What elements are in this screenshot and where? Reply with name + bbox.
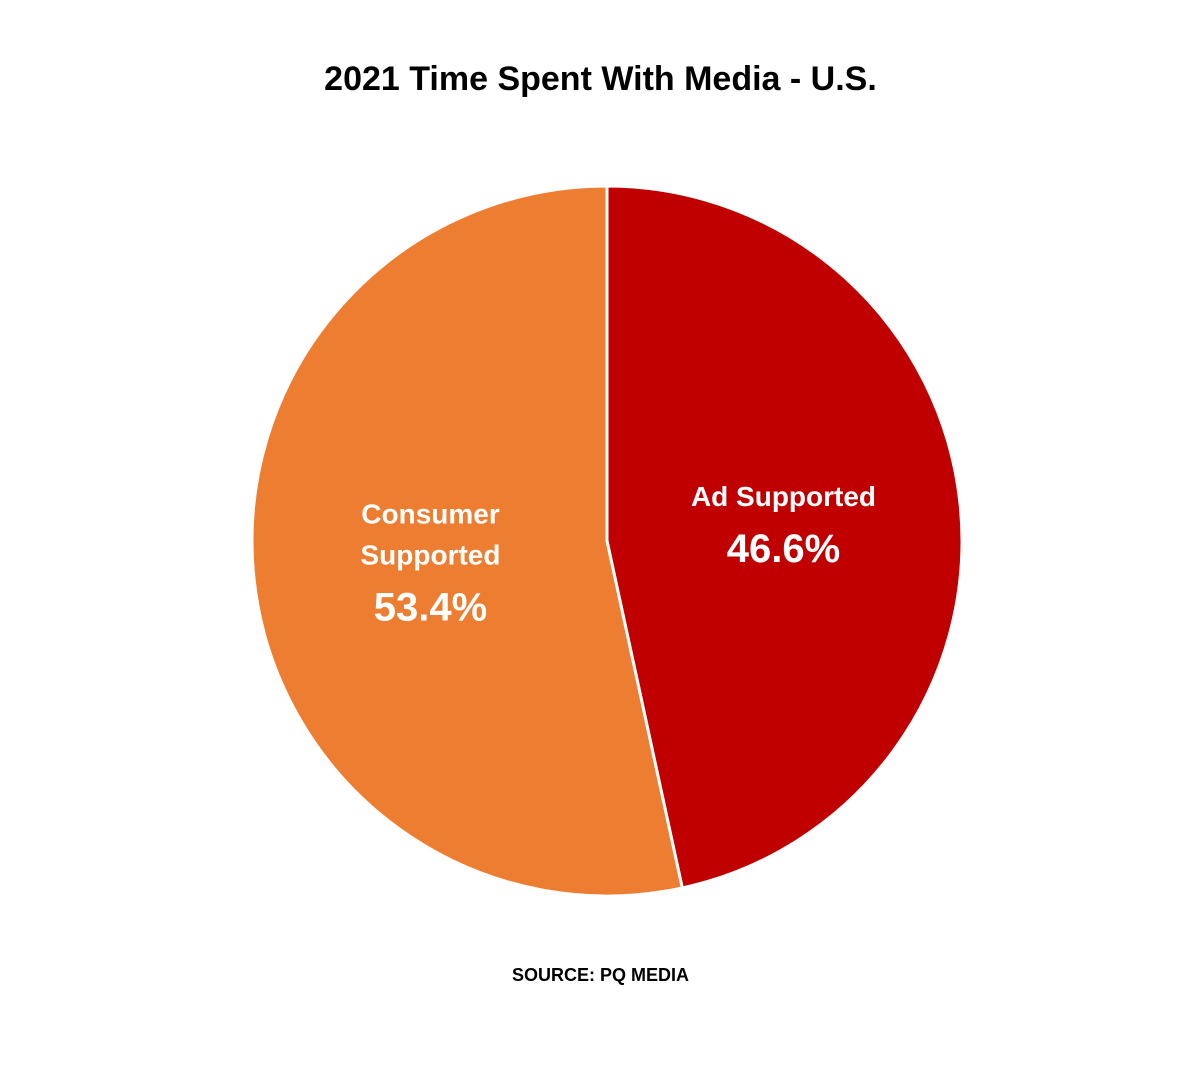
pie-slice-1 — [250, 184, 684, 898]
slice-label-1-line-1: Supported — [361, 539, 501, 570]
chart-title: 2021 Time Spent With Media - U.S. — [324, 60, 877, 98]
slice-label-0-line-0: Ad Supported — [691, 481, 876, 512]
slice-label-1-line-0: Consumer — [361, 498, 500, 529]
pie-labels: Ad Supported 46.6% Consumer Supported 53.4% — [361, 481, 877, 629]
pie-slices — [250, 184, 964, 898]
slice-value-label-1: 53.4% — [374, 585, 487, 629]
chart-source: SOURCE: PQ MEDIA — [511, 965, 689, 985]
pie-slice-0 — [605, 184, 964, 890]
slice-value-label-0: 46.6% — [727, 527, 840, 571]
